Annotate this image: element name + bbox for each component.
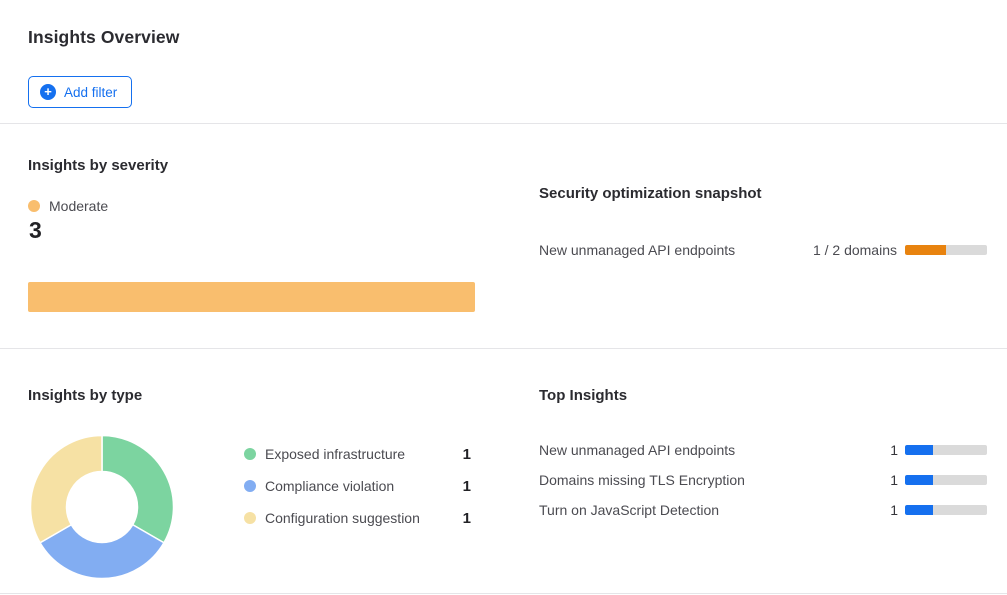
insights-by-type-donut-chart[interactable] — [29, 434, 175, 580]
legend-item-exposed-infrastructure: Exposed infrastructure 1 — [244, 444, 471, 464]
green-legend-dot — [244, 448, 256, 460]
type-topinsights-section: Insights by type Exposed infrastructure … — [0, 348, 1007, 594]
legend-item-compliance-violation: Compliance violation 1 — [244, 476, 471, 496]
legend-value: 1 — [462, 509, 471, 527]
yellow-legend-dot — [244, 512, 256, 524]
add-filter-label: Add filter — [64, 84, 118, 100]
top-insights-heading: Top Insights — [539, 387, 628, 404]
page-title: Insights Overview — [28, 27, 180, 47]
security-snapshot-heading: Security optimization snapshot — [539, 185, 762, 202]
moderate-legend-dot — [28, 200, 40, 212]
top-insights-list: New unmanaged API endpoints 1 Domains mi… — [539, 440, 987, 530]
insight-label: New unmanaged API endpoints — [539, 442, 736, 458]
insight-label: Domains missing TLS Encryption — [539, 472, 745, 488]
insight-value: 1 — [890, 442, 898, 458]
legend-label: Exposed infrastructure — [265, 446, 406, 462]
add-filter-button[interactable]: + Add filter — [28, 76, 133, 108]
insight-row-tls-encryption: Domains missing TLS Encryption 1 — [539, 470, 987, 490]
insights-by-type-heading: Insights by type — [28, 387, 143, 404]
blue-legend-dot — [244, 480, 256, 492]
moderate-count-value: 3 — [29, 217, 42, 243]
page-header: Insights Overview + Add filter — [0, 0, 1007, 123]
insight-progress-bar — [905, 505, 987, 515]
snapshot-progress-bar — [905, 245, 987, 255]
moderate-legend-label: Moderate — [49, 198, 109, 214]
insight-value: 1 — [890, 502, 898, 518]
severity-legend-moderate: Moderate — [28, 198, 108, 214]
legend-label: Compliance violation — [265, 478, 395, 494]
insight-label: Turn on JavaScript Detection — [539, 502, 720, 518]
insight-progress-bar — [905, 475, 987, 485]
legend-value: 1 — [462, 477, 471, 495]
severity-bar-chart — [28, 282, 475, 312]
legend-item-configuration-suggestion: Configuration suggestion 1 — [244, 508, 471, 528]
legend-label: Configuration suggestion — [265, 510, 420, 526]
snapshot-row-api-endpoints: New unmanaged API endpoints 1 / 2 domain… — [539, 240, 987, 260]
plus-icon: + — [40, 84, 56, 100]
insight-progress-bar — [905, 445, 987, 455]
severity-snapshot-section: Insights by severity Moderate 3 Security… — [0, 123, 1007, 348]
insight-value: 1 — [890, 472, 898, 488]
type-legend: Exposed infrastructure 1 Compliance viol… — [244, 444, 471, 540]
snapshot-row-value: 1 / 2 domains — [812, 242, 897, 258]
insights-by-severity-heading: Insights by severity — [28, 157, 169, 174]
insight-row-api-endpoints: New unmanaged API endpoints 1 — [539, 440, 987, 460]
insight-row-javascript-detection: Turn on JavaScript Detection 1 — [539, 500, 987, 520]
snapshot-row-label: New unmanaged API endpoints — [539, 242, 736, 258]
legend-value: 1 — [462, 445, 471, 463]
